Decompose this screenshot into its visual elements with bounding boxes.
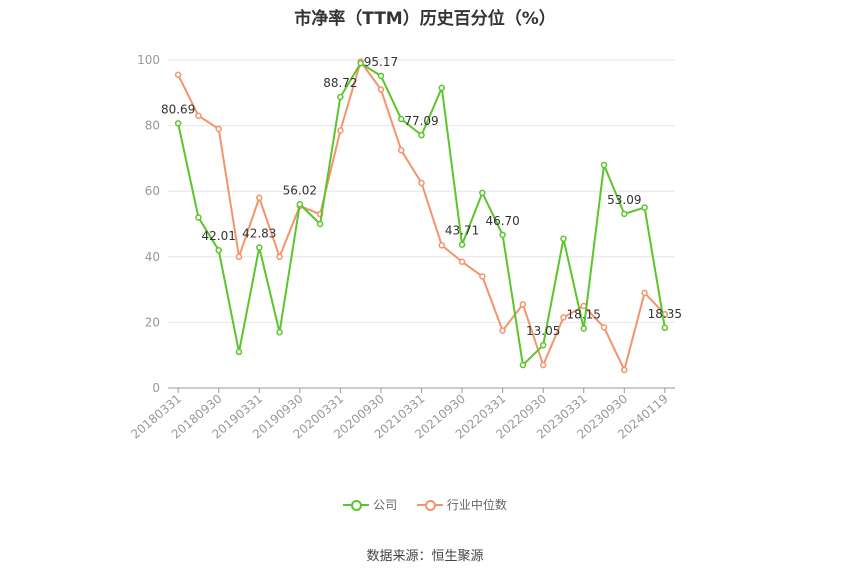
data-point-1	[215, 125, 222, 133]
source-note: 数据来源：恒生聚源	[366, 549, 484, 564]
data-point-0	[580, 325, 587, 332]
data-label: 42.83	[242, 227, 276, 241]
y-tick-label: 60	[145, 184, 160, 198]
data-point-1	[276, 253, 283, 261]
data-point-0	[418, 131, 425, 139]
data-point-0	[276, 328, 283, 336]
legend: 公司 行业中位数	[0, 496, 850, 514]
data-point-1	[256, 194, 263, 202]
data-labels: 80.69 42.01 42.83 56.02 88.72 95.17 77.09 43.71…	[161, 55, 682, 338]
data-point-1	[438, 242, 446, 249]
data-point-0	[560, 235, 567, 243]
y-tick-label: 40	[145, 250, 160, 264]
data-point-0	[397, 115, 405, 123]
legend-swatch-company	[343, 499, 370, 511]
data-point-1	[235, 253, 243, 261]
series-line-1	[177, 60, 666, 371]
data-label: 80.69	[161, 102, 195, 116]
data-point-1	[600, 324, 608, 331]
data-label: 88.72	[323, 76, 357, 90]
data-point-0	[641, 204, 648, 211]
data-point-1	[458, 258, 466, 265]
data-point-0	[215, 246, 222, 254]
y-tick-label: 80	[145, 119, 160, 133]
data-point-0	[458, 241, 466, 248]
legend-item-industry-median[interactable]: 行业中位数	[416, 496, 507, 513]
grid-lines	[168, 59, 675, 323]
data-label: 77.09	[404, 114, 438, 128]
data-point-1	[418, 179, 425, 187]
data-label: 18.35	[648, 307, 682, 321]
data-label: 13.05	[526, 324, 560, 338]
data-label: 95.17	[364, 55, 398, 69]
data-point-1	[499, 327, 506, 334]
data-point-1	[560, 314, 567, 321]
data-label: 18.15	[567, 307, 601, 321]
y-tick-label: 20	[145, 315, 160, 329]
legend-label-industry-median: 行业中位数	[446, 498, 507, 512]
data-point-0	[539, 341, 547, 349]
data-point-0	[256, 244, 263, 251]
data-point-1	[337, 127, 344, 134]
data-label: 46.70	[485, 214, 519, 228]
y-tick-label: 0	[152, 381, 160, 395]
data-point-1	[174, 71, 182, 79]
data-point-1	[377, 86, 385, 93]
data-point-1	[397, 146, 405, 154]
data-point-0	[235, 348, 243, 356]
data-point-0	[519, 361, 527, 369]
data-point-0	[438, 84, 446, 92]
data-point-0	[174, 120, 182, 127]
data-point-1	[621, 366, 628, 374]
data-label: 53.09	[607, 193, 641, 207]
data-label: 56.02	[283, 183, 317, 197]
data-point-1	[479, 273, 486, 280]
data-point-0	[316, 220, 324, 228]
data-point-1	[641, 289, 648, 297]
legend-swatch-industry-median	[416, 499, 443, 511]
data-point-0	[357, 60, 364, 67]
legend-item-company[interactable]: 公司	[343, 496, 397, 513]
chart-title: 市净率（TTM）历史百分位（%）	[294, 9, 556, 29]
data-label: 42.01	[202, 229, 236, 243]
data-label: 43.71	[445, 224, 479, 238]
data-point-0	[195, 214, 202, 221]
data-point-0	[296, 201, 304, 208]
data-point-1	[519, 301, 527, 308]
data-point-0	[479, 189, 486, 197]
data-point-0	[499, 231, 506, 239]
data-point-1	[539, 361, 547, 369]
data-point-0	[377, 72, 385, 80]
legend-label-company: 公司	[373, 498, 398, 512]
data-point-0	[621, 210, 628, 218]
data-point-0	[600, 161, 608, 169]
data-point-0	[661, 324, 669, 332]
data-point-0	[337, 93, 344, 101]
data-point-1	[195, 112, 202, 120]
y-tick-label: 100	[137, 53, 160, 67]
series-lines	[174, 58, 669, 374]
